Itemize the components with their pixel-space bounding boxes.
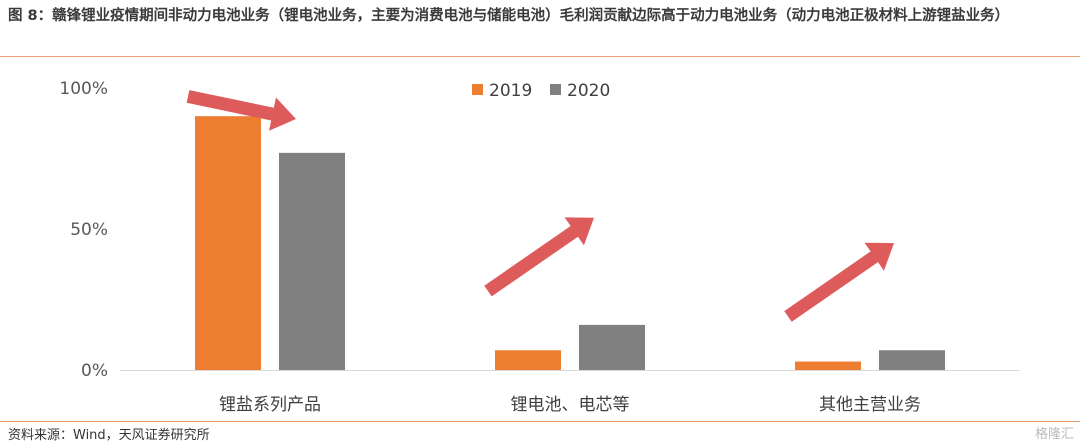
trend-arrow-up [484,217,594,297]
y-tick-label: 100% [59,79,108,99]
bar-2019-0 [195,116,261,370]
footer-divider [0,421,1080,422]
legend-label-2020: 2020 [567,81,610,101]
legend-label-2019: 2019 [489,81,532,101]
trend-arrow-up [784,242,894,322]
watermark: 格隆汇 [1034,427,1074,442]
bar-2019-1 [495,350,561,370]
y-tick-label: 0% [81,361,108,381]
legend-swatch-2019 [472,84,483,95]
bar-2020-0 [279,152,345,370]
category-label: 锂电池、电芯等 [511,395,630,415]
bar-2020-1 [579,324,645,370]
y-tick-label: 50% [70,220,108,240]
title-divider [0,56,1080,57]
bar-chart: 2019 2020 0% 50% 100% 锂盐系列产品 锂电池、电芯等 其他主营业务 [59,79,1020,415]
category-label: 锂盐系列产品 [219,395,321,415]
trend-arrow-down [186,90,296,131]
chart-title: 图 8：赣锋锂业疫情期间非动力电池业务（锂电池业务，主要为消费电池与储能电池）毛… [8,8,1010,24]
bar-2019-2 [795,361,861,370]
bar-2020-2 [879,350,945,370]
legend-swatch-2020 [550,84,561,95]
category-label: 其他主营业务 [819,395,921,415]
source-note: 资料来源：Wind，天风证券研究所 [8,428,210,443]
